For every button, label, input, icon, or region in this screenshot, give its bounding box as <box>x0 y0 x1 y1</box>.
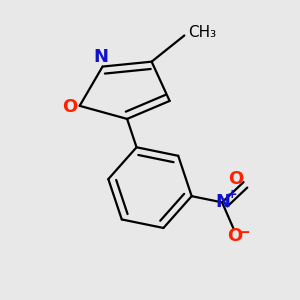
Text: CH₃: CH₃ <box>188 26 216 40</box>
Text: +: + <box>226 188 237 201</box>
Text: O: O <box>62 98 77 116</box>
Text: N: N <box>93 48 108 66</box>
Text: O: O <box>228 170 243 188</box>
Text: O: O <box>227 227 242 245</box>
Text: −: − <box>237 225 250 240</box>
Text: N: N <box>215 193 230 211</box>
